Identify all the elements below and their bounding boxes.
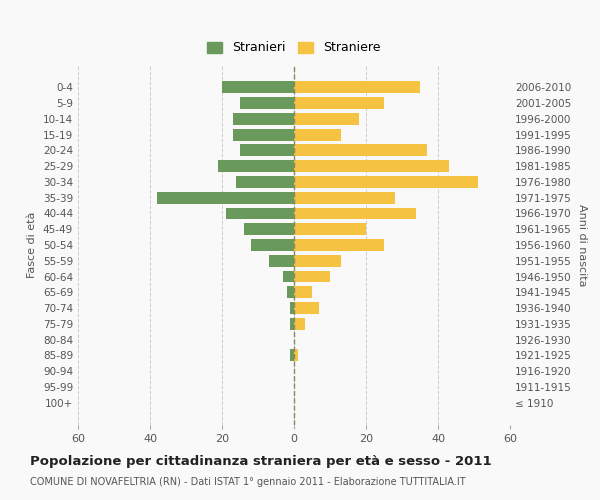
- Bar: [294, 270, 330, 282]
- Bar: [294, 128, 341, 140]
- Bar: [294, 97, 384, 109]
- Text: COMUNE DI NOVAFELTRIA (RN) - Dati ISTAT 1° gennaio 2011 - Elaborazione TUTTITALI: COMUNE DI NOVAFELTRIA (RN) - Dati ISTAT …: [30, 477, 466, 487]
- Bar: [236, 176, 294, 188]
- Bar: [294, 113, 359, 124]
- Bar: [218, 160, 294, 172]
- Bar: [294, 144, 427, 156]
- Bar: [269, 255, 294, 266]
- Text: Popolazione per cittadinanza straniera per età e sesso - 2011: Popolazione per cittadinanza straniera p…: [30, 455, 491, 468]
- Bar: [233, 128, 294, 140]
- Bar: [240, 97, 294, 109]
- Bar: [294, 160, 449, 172]
- Y-axis label: Fasce di età: Fasce di età: [28, 212, 37, 278]
- Legend: Stranieri, Straniere: Stranieri, Straniere: [201, 35, 387, 60]
- Bar: [294, 318, 305, 330]
- Bar: [294, 302, 319, 314]
- Bar: [290, 318, 294, 330]
- Bar: [222, 82, 294, 93]
- Bar: [294, 255, 341, 266]
- Bar: [294, 176, 478, 188]
- Bar: [290, 350, 294, 362]
- Bar: [283, 270, 294, 282]
- Bar: [294, 350, 298, 362]
- Bar: [294, 192, 395, 203]
- Bar: [290, 302, 294, 314]
- Bar: [244, 224, 294, 235]
- Bar: [226, 208, 294, 220]
- Bar: [294, 224, 366, 235]
- Bar: [251, 239, 294, 251]
- Y-axis label: Anni di nascita: Anni di nascita: [577, 204, 587, 286]
- Bar: [294, 286, 312, 298]
- Bar: [287, 286, 294, 298]
- Bar: [157, 192, 294, 203]
- Bar: [294, 208, 416, 220]
- Bar: [233, 113, 294, 124]
- Bar: [294, 82, 420, 93]
- Bar: [240, 144, 294, 156]
- Bar: [294, 239, 384, 251]
